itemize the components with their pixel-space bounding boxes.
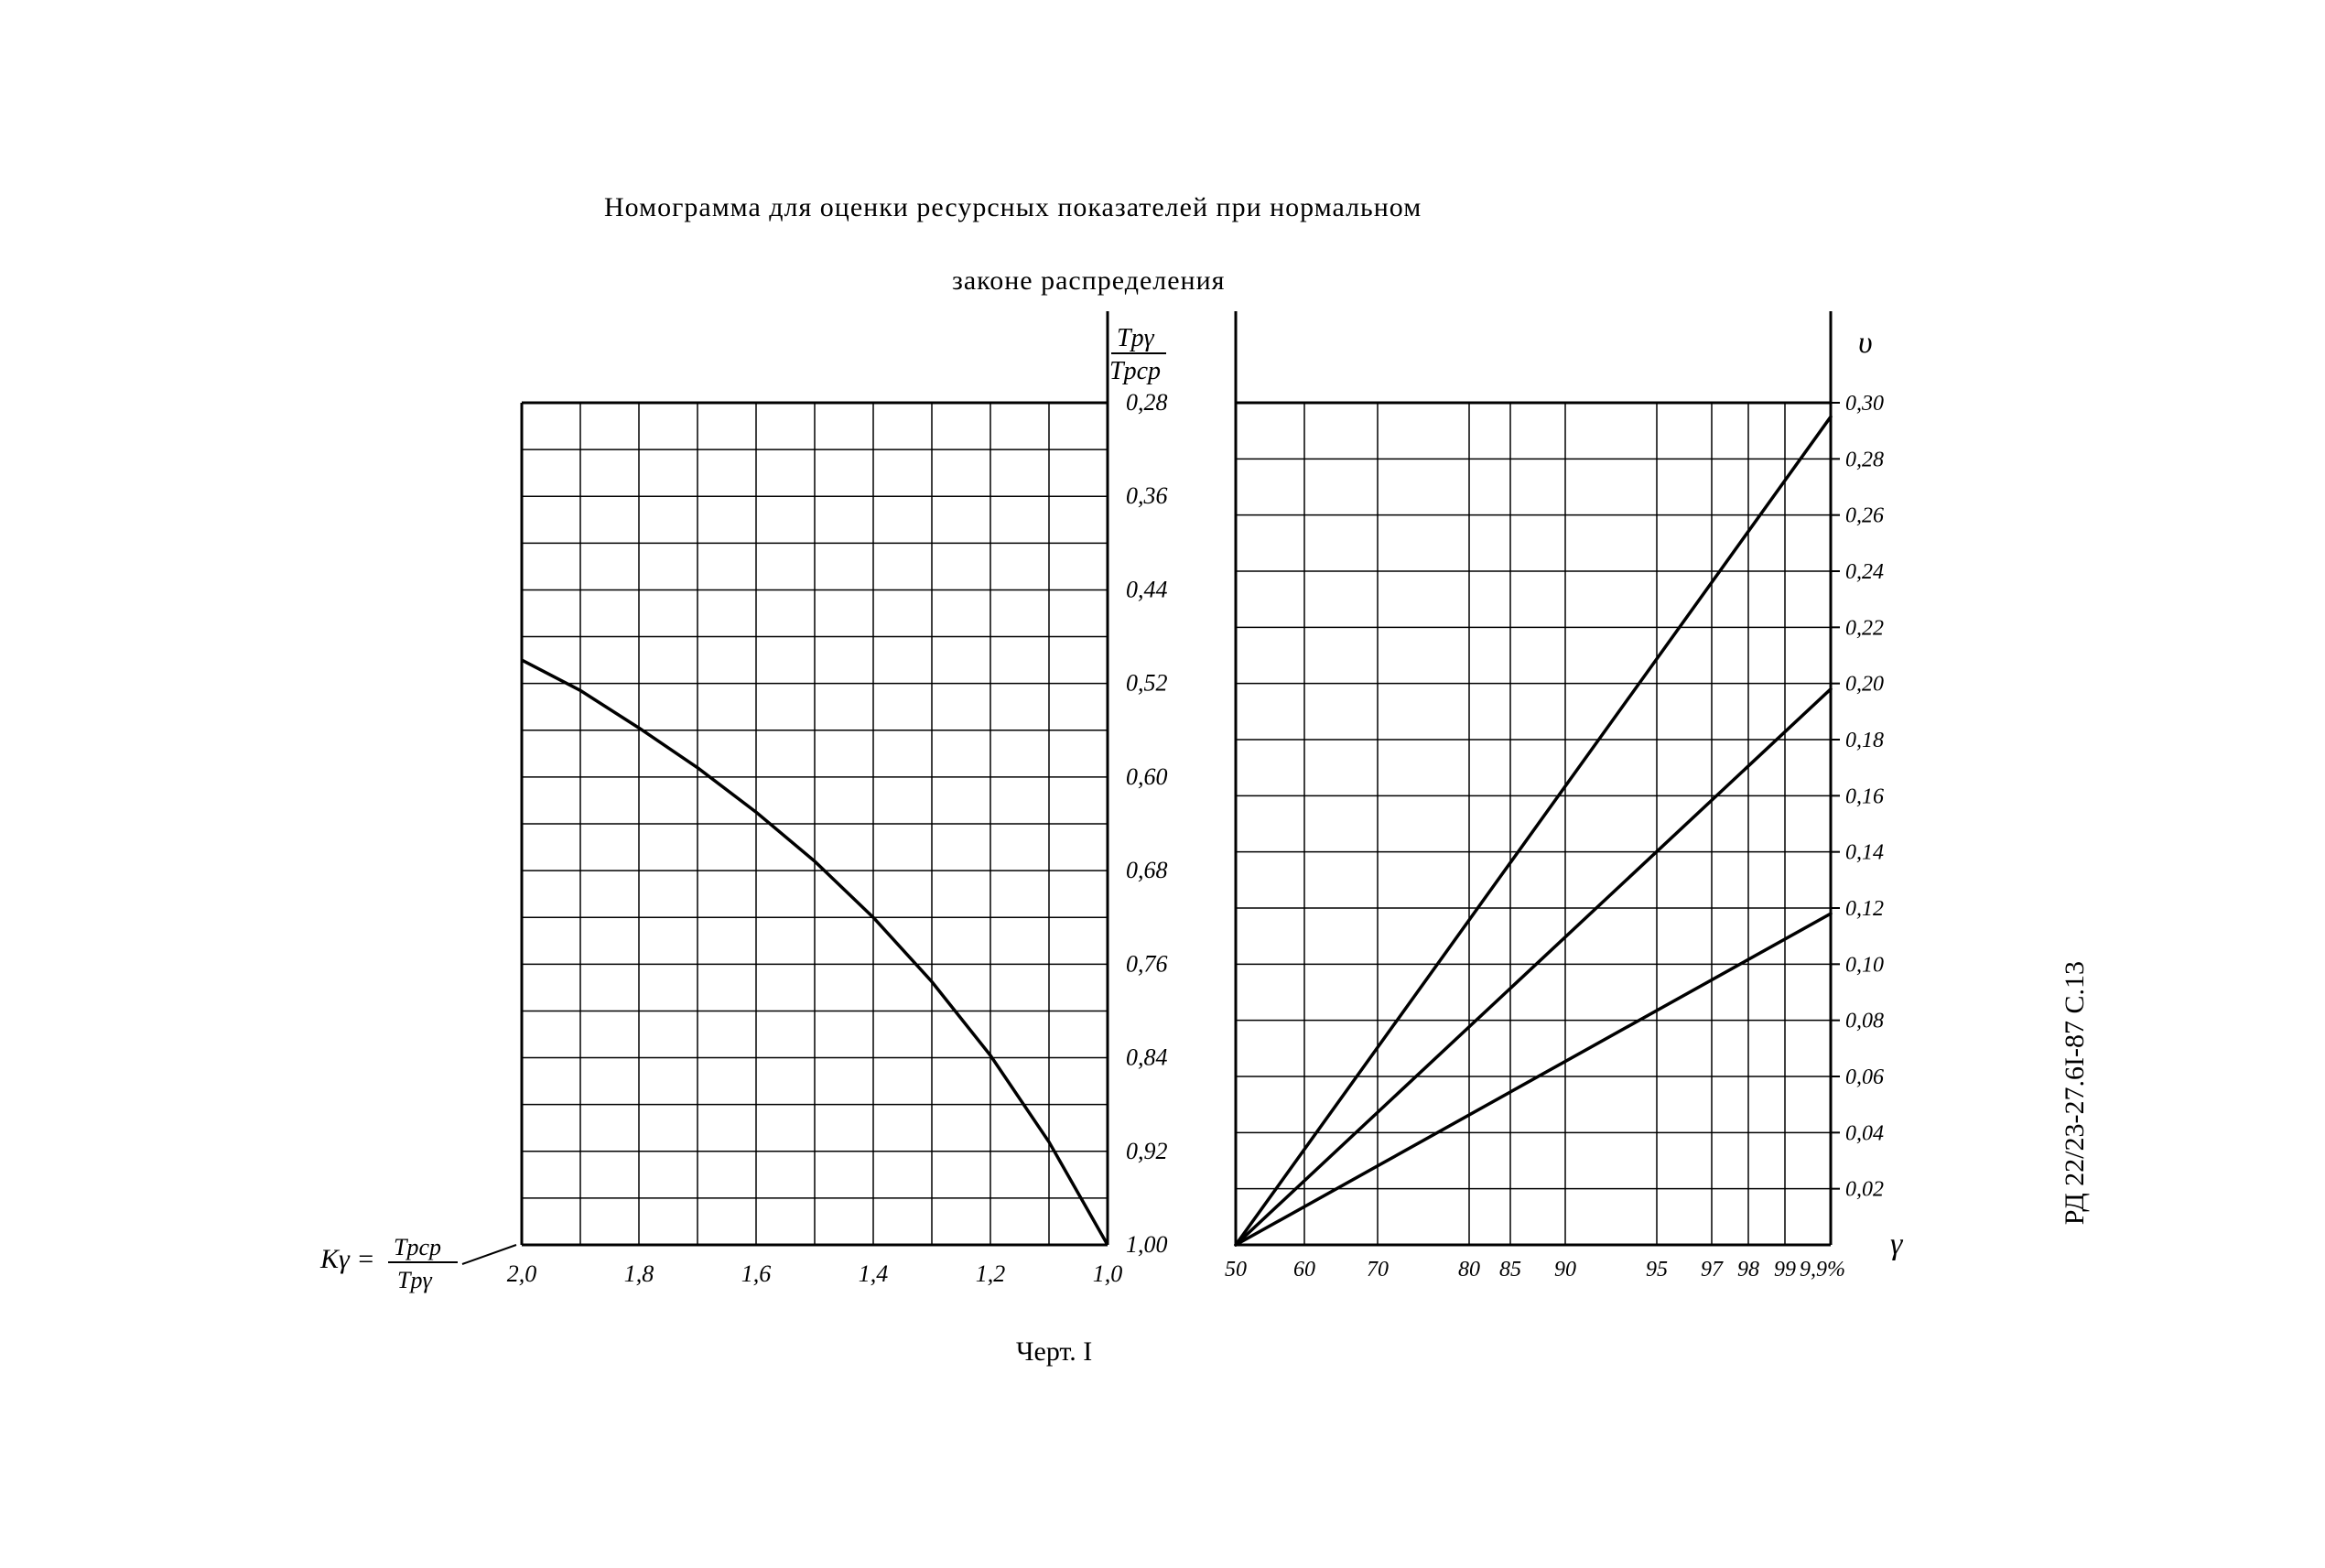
- x-axis-label-gamma: γ: [1890, 1227, 1904, 1261]
- x-axis-label-k: Kγ =: [319, 1244, 375, 1274]
- y-tick-label: 0,28: [1126, 389, 1168, 416]
- left-chart: 2,0 1,8 1,6 1,4 1,2 1,0 0,28 0,36 0,44 0,52 0,60 0,…: [311, 302, 1172, 1336]
- y-tick-label: 0,36: [1126, 482, 1168, 509]
- x-tick-label: 70: [1367, 1258, 1389, 1281]
- x-tick-label: 97: [1701, 1258, 1724, 1281]
- x-tick-label: 9,9%: [1800, 1258, 1845, 1281]
- y-tick-label: 0,02: [1845, 1178, 1884, 1202]
- x-tick-label: 90: [1554, 1258, 1576, 1281]
- right-chart: 50 60 70 80 85 90 95 97 98 999,9% γ 0,30 0,28 0,26 0,2…: [1208, 302, 1959, 1336]
- x-tick-label: 98: [1737, 1258, 1759, 1281]
- y-tick-label: 0,44: [1126, 576, 1168, 602]
- y-tick-label: 0,20: [1845, 673, 1884, 697]
- y-tick-label: 1,00: [1126, 1231, 1168, 1258]
- y-tick-label: 0,18: [1845, 729, 1884, 752]
- y-tick-label: 0,16: [1845, 784, 1884, 808]
- y-tick-label: 0,12: [1845, 897, 1884, 921]
- x-tick-label: 1,0: [1093, 1260, 1123, 1287]
- x-tick-label: 1,2: [976, 1260, 1006, 1287]
- x-tick-label: 99: [1774, 1258, 1796, 1281]
- title-line-2: законе распределения: [952, 265, 1225, 297]
- y-tick-label: 0,28: [1845, 448, 1884, 471]
- y-tick-label: 0,22: [1845, 616, 1884, 640]
- y-axis-label-numerator: Tpγ: [1117, 324, 1155, 352]
- y-tick-label: 0,52: [1126, 670, 1168, 697]
- title-line-1: Номограмма для оценки ресурсных показате…: [604, 192, 1422, 223]
- page: Номограмма для оценки ресурсных показате…: [0, 0, 2325, 1568]
- y-tick-label: 0,92: [1126, 1138, 1168, 1164]
- x-tick-label: 2,0: [507, 1260, 537, 1287]
- x-axis-label-num: Tpср: [394, 1234, 441, 1260]
- y-axis-label-upsilon: υ: [1858, 326, 1873, 360]
- x-tick-label: 85: [1499, 1258, 1521, 1281]
- right-line-1: [1236, 416, 1831, 1245]
- y-tick-label: 0,84: [1126, 1044, 1168, 1071]
- y-axis-label-denominator: Tpср: [1109, 357, 1161, 385]
- y-tick-label: 0,60: [1126, 763, 1168, 790]
- y-tick-label: 0,26: [1845, 504, 1884, 528]
- x-tick-label: 1,8: [624, 1260, 654, 1287]
- figure-caption: Черт. I: [1016, 1336, 1092, 1368]
- x-tick-label: 1,6: [741, 1260, 772, 1287]
- y-tick-label: 0,24: [1845, 560, 1884, 584]
- x-tick-label: 1,4: [859, 1260, 889, 1287]
- x-tick-label: 80: [1458, 1258, 1480, 1281]
- y-tick-label: 0,76: [1126, 950, 1168, 977]
- y-tick-label: 0,04: [1845, 1121, 1884, 1145]
- document-id-side: РД 22/23-27.6I-87 С.13: [2060, 961, 2091, 1225]
- right-line-3: [1236, 914, 1831, 1245]
- x-tick-label: 60: [1293, 1258, 1315, 1281]
- y-tick-label: 0,06: [1845, 1065, 1884, 1089]
- y-tick-label: 0,10: [1845, 953, 1884, 977]
- y-tick-label: 0,30: [1845, 392, 1884, 416]
- x-axis-label-den: Tpγ: [397, 1267, 432, 1293]
- y-tick-label: 0,14: [1845, 841, 1884, 865]
- right-line-2: [1236, 689, 1831, 1245]
- x-tick-label: 95: [1646, 1258, 1668, 1281]
- y-tick-label: 0,08: [1845, 1010, 1884, 1033]
- x-tick-label: 50: [1225, 1258, 1247, 1281]
- y-tick-label: 0,68: [1126, 857, 1168, 883]
